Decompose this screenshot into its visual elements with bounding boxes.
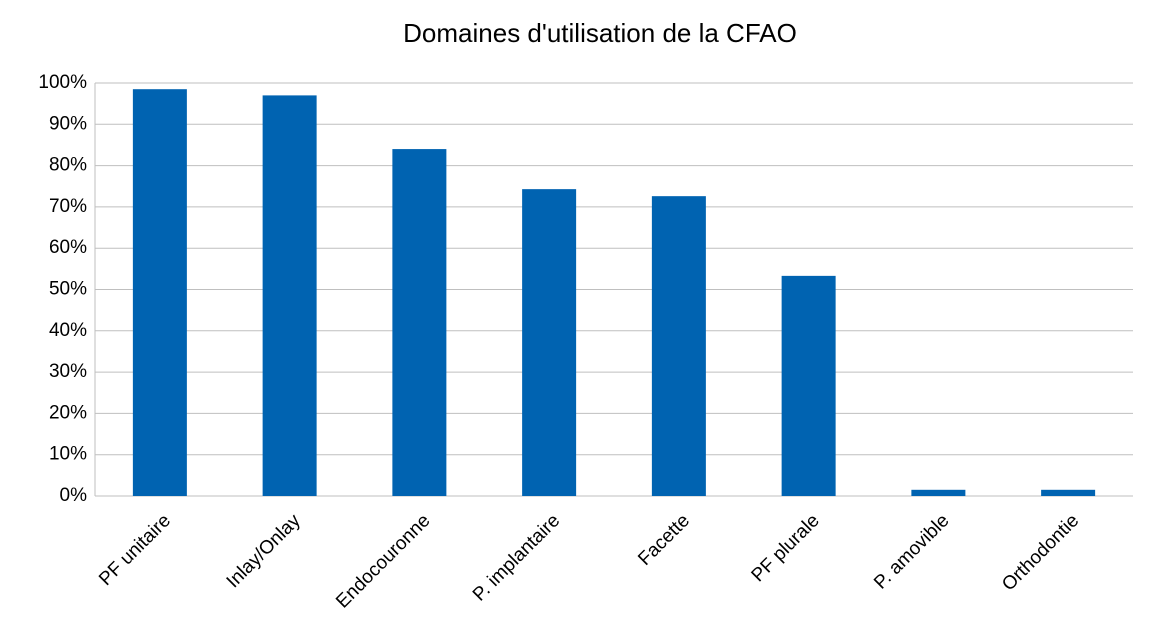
x-tick-label: Orthodontie bbox=[998, 510, 1083, 595]
chart-title: Domaines d'utilisation de la CFAO bbox=[403, 18, 797, 48]
x-tick-label: P. amovible bbox=[870, 510, 953, 593]
y-tick-label: 80% bbox=[49, 155, 87, 176]
y-tick-label: 20% bbox=[49, 402, 87, 423]
y-tick-label: 100% bbox=[38, 72, 87, 93]
y-tick-label: 40% bbox=[49, 320, 87, 341]
x-tick-label: P. implantaire bbox=[469, 510, 564, 605]
bar bbox=[262, 95, 317, 496]
x-tick-label: PF plurale bbox=[748, 510, 824, 586]
x-tick-label: PF unitaire bbox=[95, 510, 175, 590]
y-tick-label: 10% bbox=[49, 444, 87, 465]
y-tick-label: 60% bbox=[49, 237, 87, 258]
x-tick-label: Facette bbox=[634, 510, 694, 570]
y-tick-label: 0% bbox=[60, 485, 88, 506]
bar bbox=[522, 189, 577, 497]
y-tick-label: 50% bbox=[49, 279, 87, 300]
bar bbox=[911, 489, 966, 496]
bar bbox=[392, 149, 447, 496]
y-tick-label: 30% bbox=[49, 361, 87, 382]
y-tick-label: 90% bbox=[49, 113, 87, 134]
x-tick-label: Inlay/Onlay bbox=[223, 510, 305, 592]
y-tick-label: 70% bbox=[49, 196, 87, 217]
bar bbox=[132, 89, 187, 496]
x-tick-label: Endocouronne bbox=[332, 510, 434, 612]
bar bbox=[781, 275, 836, 496]
bar bbox=[1041, 489, 1096, 496]
bar bbox=[651, 196, 706, 497]
